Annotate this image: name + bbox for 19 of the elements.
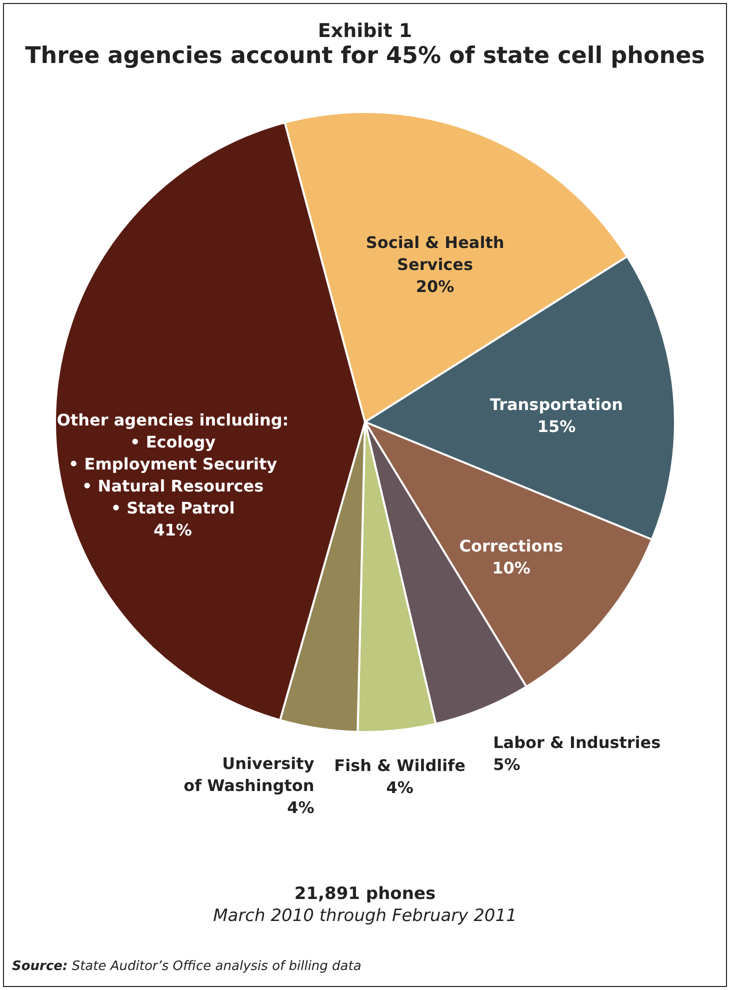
slice-label: Corrections [459,536,564,556]
slice-label: University of Washington [184,754,315,796]
slice-label: Social & Health Services [366,233,504,274]
data-label: 4% [386,778,414,798]
data-label: 41% [154,520,192,540]
text: 21,891 phones [293,884,437,904]
slice-label: Fish & Wildlife [334,756,466,776]
slice-label: Other agencies including: • Ecology • Employment Security • Natural Resources • State Patrol [56,410,289,518]
chart-subtitle: Three agencies account for 45% of state cell phones [25,43,705,69]
source-note: Source: State Auditor’s Office analysis of billing data [12,959,362,974]
slice-label: Transportation [490,395,623,414]
data-label: 15% [537,417,576,436]
data-label: 10% [492,558,530,578]
data-label: 20% [416,277,454,296]
data-label: 4% [287,798,314,818]
text: March 2010 through February 2011 [212,906,518,926]
chart-title: Exhibit 1 [318,20,412,42]
data-label: 5% [493,754,520,774]
slice-label: Labor & Industries [493,732,661,752]
